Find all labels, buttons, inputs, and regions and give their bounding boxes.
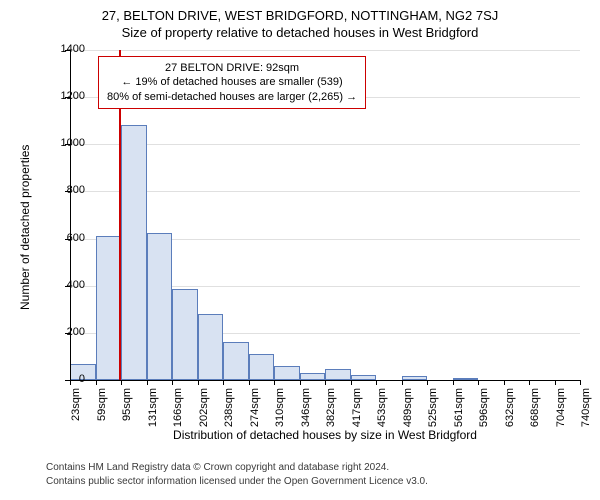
info-box-line: ← 19% of detached houses are smaller (53…: [107, 75, 357, 89]
histogram-bar: [147, 233, 173, 380]
footer-line-1: Contains HM Land Registry data © Crown c…: [46, 462, 389, 473]
x-tick-mark: [70, 380, 71, 385]
x-tick-label: 95sqm: [121, 388, 133, 438]
x-tick-label: 704sqm: [555, 388, 567, 438]
y-tick-label: 1400: [45, 43, 85, 55]
y-tick-label: 400: [45, 279, 85, 291]
property-info-box: 27 BELTON DRIVE: 92sqm← 19% of detached …: [98, 56, 366, 109]
x-tick-mark: [198, 380, 199, 385]
x-tick-label: 489sqm: [402, 388, 414, 438]
y-tick-mark: [65, 50, 70, 51]
y-tick-label: 1200: [45, 90, 85, 102]
y-tick-mark: [65, 191, 70, 192]
x-tick-mark: [249, 380, 250, 385]
x-tick-mark: [172, 380, 173, 385]
x-tick-mark: [147, 380, 148, 385]
x-tick-label: 166sqm: [172, 388, 184, 438]
y-tick-label: 0: [45, 373, 85, 385]
histogram-bar: [325, 369, 351, 380]
y-tick-label: 200: [45, 326, 85, 338]
x-tick-label: 525sqm: [427, 388, 439, 438]
footer-line-2: Contains public sector information licen…: [46, 476, 428, 487]
x-tick-mark: [478, 380, 479, 385]
gridline: [70, 191, 580, 192]
x-tick-label: 596sqm: [478, 388, 490, 438]
histogram-bar: [249, 354, 275, 380]
x-tick-mark: [580, 380, 581, 385]
x-tick-label: 238sqm: [223, 388, 235, 438]
x-tick-label: 59sqm: [96, 388, 108, 438]
histogram-bar: [172, 289, 198, 380]
x-tick-mark: [274, 380, 275, 385]
x-tick-label: 131sqm: [147, 388, 159, 438]
x-tick-mark: [300, 380, 301, 385]
gridline: [70, 144, 580, 145]
y-tick-mark: [65, 239, 70, 240]
y-tick-label: 1000: [45, 137, 85, 149]
x-tick-label: 346sqm: [300, 388, 312, 438]
y-tick-label: 600: [45, 232, 85, 244]
y-tick-mark: [65, 144, 70, 145]
chart-title-sub: Size of property relative to detached ho…: [0, 23, 600, 40]
x-tick-mark: [555, 380, 556, 385]
x-tick-label: 632sqm: [504, 388, 516, 438]
chart-title-main: 27, BELTON DRIVE, WEST BRIDGFORD, NOTTIN…: [0, 0, 600, 23]
x-tick-mark: [402, 380, 403, 385]
y-tick-label: 800: [45, 184, 85, 196]
x-tick-mark: [376, 380, 377, 385]
x-tick-label: 417sqm: [351, 388, 363, 438]
info-box-line: 80% of semi-detached houses are larger (…: [107, 90, 357, 104]
x-tick-mark: [427, 380, 428, 385]
x-tick-label: 740sqm: [580, 388, 592, 438]
x-tick-label: 668sqm: [529, 388, 541, 438]
x-tick-label: 453sqm: [376, 388, 388, 438]
x-tick-mark: [325, 380, 326, 385]
x-tick-mark: [504, 380, 505, 385]
x-tick-mark: [223, 380, 224, 385]
x-tick-mark: [529, 380, 530, 385]
x-tick-mark: [96, 380, 97, 385]
histogram-bar: [223, 342, 249, 380]
x-tick-label: 202sqm: [198, 388, 210, 438]
histogram-bar: [300, 373, 326, 380]
histogram-bar: [121, 125, 147, 380]
y-tick-mark: [65, 97, 70, 98]
x-tick-mark: [121, 380, 122, 385]
info-box-line: 27 BELTON DRIVE: 92sqm: [107, 61, 357, 75]
y-tick-mark: [65, 286, 70, 287]
x-tick-label: 561sqm: [453, 388, 465, 438]
x-tick-mark: [453, 380, 454, 385]
y-axis-label: Number of detached properties: [18, 145, 32, 310]
x-tick-label: 23sqm: [70, 388, 82, 438]
histogram-bar: [96, 236, 122, 380]
x-tick-mark: [351, 380, 352, 385]
gridline: [70, 50, 580, 51]
x-tick-label: 274sqm: [249, 388, 261, 438]
x-tick-label: 310sqm: [274, 388, 286, 438]
y-tick-mark: [65, 333, 70, 334]
x-tick-label: 382sqm: [325, 388, 337, 438]
histogram-bar: [198, 314, 224, 380]
histogram-bar: [274, 366, 300, 380]
